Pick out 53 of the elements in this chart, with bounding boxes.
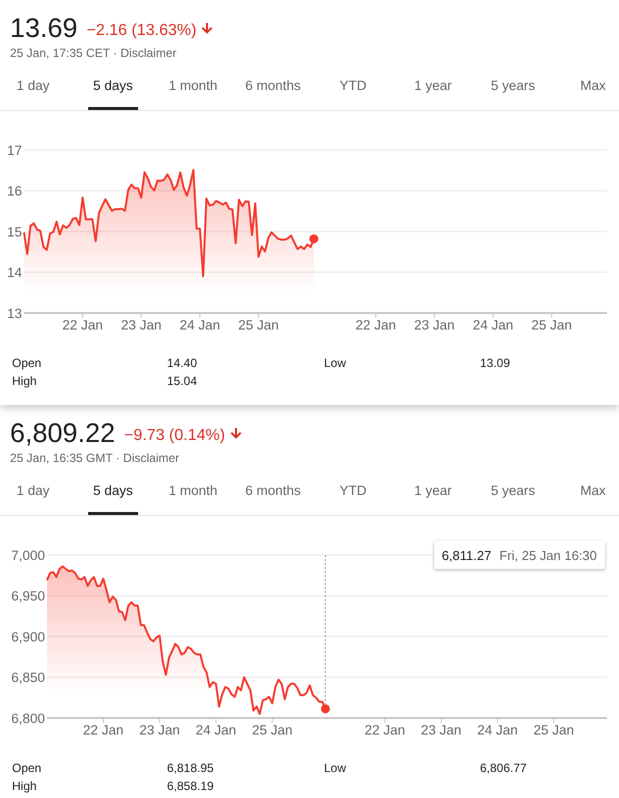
text: 1 month [168, 483, 218, 498]
x-tick-label: 25 Jan [252, 722, 293, 738]
y-tick-label: 15 [6, 224, 22, 240]
text: 1 month [168, 78, 218, 93]
text: High [12, 374, 37, 388]
x-tick-label: 24 Jan [196, 722, 236, 738]
x-tick-label: 25 Jan [238, 318, 279, 333]
y-tick-label: 6,950 [11, 588, 45, 604]
chart-subtitle: −9.73 (0.14%) [124, 427, 226, 445]
text: 5 days [93, 78, 133, 93]
text: Max [580, 78, 606, 93]
text: 6 months [245, 78, 301, 93]
x-tick-label: 23 Jan [120, 318, 162, 333]
text: 6 months [245, 483, 301, 498]
x-tick-label: 22 Jan [62, 318, 103, 333]
text: 1 year [414, 78, 452, 93]
text: YTD [340, 78, 366, 93]
text: Low [324, 761, 346, 775]
y-tick-label: 14 [6, 265, 22, 280]
text: 25 Jan, 17:35 CET · Disclaimer [10, 46, 177, 60]
text: 1 day [16, 483, 50, 498]
y-tick-label: 17 [6, 142, 22, 158]
y-tick-label: 6,900 [11, 629, 45, 644]
x-tick-label: 24 Jan [180, 318, 220, 333]
text: Low [324, 356, 346, 370]
text: Open [12, 356, 42, 370]
text: 1 year [414, 483, 452, 498]
chart-subtitle: −2.16 (13.63%) [86, 22, 196, 40]
text: 6,858.19 [167, 779, 214, 793]
text: Open [12, 761, 42, 775]
x-tick-label: 22 Jan [83, 722, 124, 738]
y-tick-label: 7,000 [11, 548, 45, 563]
y-tick-label: 16 [6, 184, 22, 199]
text: 5 years [490, 78, 536, 93]
text: High [12, 779, 37, 793]
y-tick-label: 6,850 [11, 670, 45, 686]
y-tick-label: 13 [6, 306, 22, 321]
text: 1 day [16, 78, 50, 93]
y-tick-label: 6,800 [11, 710, 45, 726]
text: Max [580, 483, 606, 498]
text: 13.09 [480, 356, 510, 370]
text: 6,806.77 [480, 761, 527, 775]
x-tick-label: 23 Jan [139, 722, 180, 738]
tooltip: 6,811.27 Fri, 25 Jan 16:30 [434, 541, 605, 569]
text: 5 days [93, 483, 133, 498]
text: 6,818.95 [167, 761, 214, 775]
text: 15.04 [167, 374, 198, 388]
text: YTD [340, 483, 366, 498]
text: 5 years [490, 483, 536, 498]
text: 14.40 [167, 356, 198, 370]
chart-title: 13.69 [10, 12, 78, 44]
chart-title: 6,809.22 [10, 417, 116, 449]
text: 25 Jan, 16:35 GMT · Disclaimer [10, 451, 180, 465]
